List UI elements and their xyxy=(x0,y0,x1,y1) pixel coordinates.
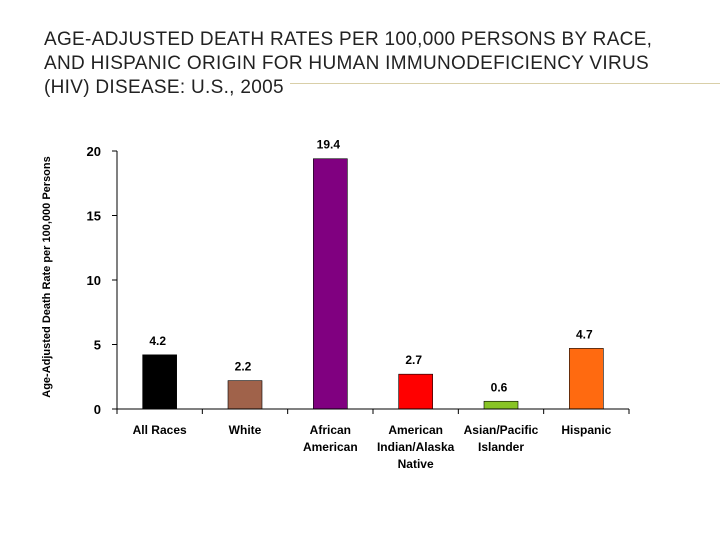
x-axis-ticks xyxy=(116,409,630,414)
bar xyxy=(227,380,263,410)
category-label-line: Asian/Pacific xyxy=(464,423,539,437)
category-labels: All Races White African American American Ind… xyxy=(133,423,612,471)
y-tick-label: 0 xyxy=(94,402,101,417)
category-label-line: Islander xyxy=(478,440,524,454)
category-label-line: African xyxy=(310,423,351,437)
title-divider xyxy=(290,83,720,84)
y-tick-label: 10 xyxy=(87,273,101,288)
category-label-line: Native xyxy=(398,457,434,471)
category-label-line: American xyxy=(303,440,358,454)
bar xyxy=(483,400,519,410)
y-axis-label: Age-Adjusted Death Rate per 100,000 Pers… xyxy=(41,156,53,397)
category-label: Hispanic xyxy=(561,423,611,437)
bar-value-label: 4.7 xyxy=(576,327,593,341)
title-line-2: AND HISPANIC ORIGIN FOR HUMAN IMMUNODEFI… xyxy=(44,53,649,74)
y-tick-label: 20 xyxy=(87,144,101,159)
category-label: African American xyxy=(303,423,358,454)
bar-value-label: 19.4 xyxy=(317,138,341,152)
y-axis-ticks: 0 5 10 15 20 xyxy=(87,144,117,417)
category-label-line: Indian/Alaska xyxy=(377,440,455,454)
slide-title: AGE-ADJUSTED DEATH RATES PER 100,000 PER… xyxy=(44,28,704,100)
category-label-line: White xyxy=(229,423,262,437)
bar-value-label: 0.6 xyxy=(491,380,508,394)
category-label: White xyxy=(229,423,262,437)
bar xyxy=(313,158,348,410)
bar xyxy=(142,354,177,410)
category-label: American Indian/Alaska Native xyxy=(377,423,455,471)
category-label-line: American xyxy=(388,423,443,437)
y-tick-label: 5 xyxy=(94,338,101,353)
category-label: All Races xyxy=(133,423,187,437)
bar-value-label: 4.2 xyxy=(149,334,166,348)
bar-value-label: 2.2 xyxy=(235,360,252,374)
category-label-line: Hispanic xyxy=(561,423,611,437)
title-line-3: (HIV) DISEASE: U.S., 2005 xyxy=(44,77,284,98)
bar-value-label: 2.7 xyxy=(405,353,422,367)
y-tick-label: 15 xyxy=(87,209,101,224)
category-label-line: All Races xyxy=(133,423,187,437)
bar xyxy=(398,373,433,410)
bar xyxy=(569,348,604,410)
category-label: Asian/Pacific Islander xyxy=(464,423,539,454)
data-labels: 4.2 2.2 19.4 2.7 0.6 4.7 xyxy=(149,138,593,395)
bars xyxy=(142,158,604,410)
title-line-1: AGE-ADJUSTED DEATH RATES PER 100,000 PER… xyxy=(44,29,653,50)
